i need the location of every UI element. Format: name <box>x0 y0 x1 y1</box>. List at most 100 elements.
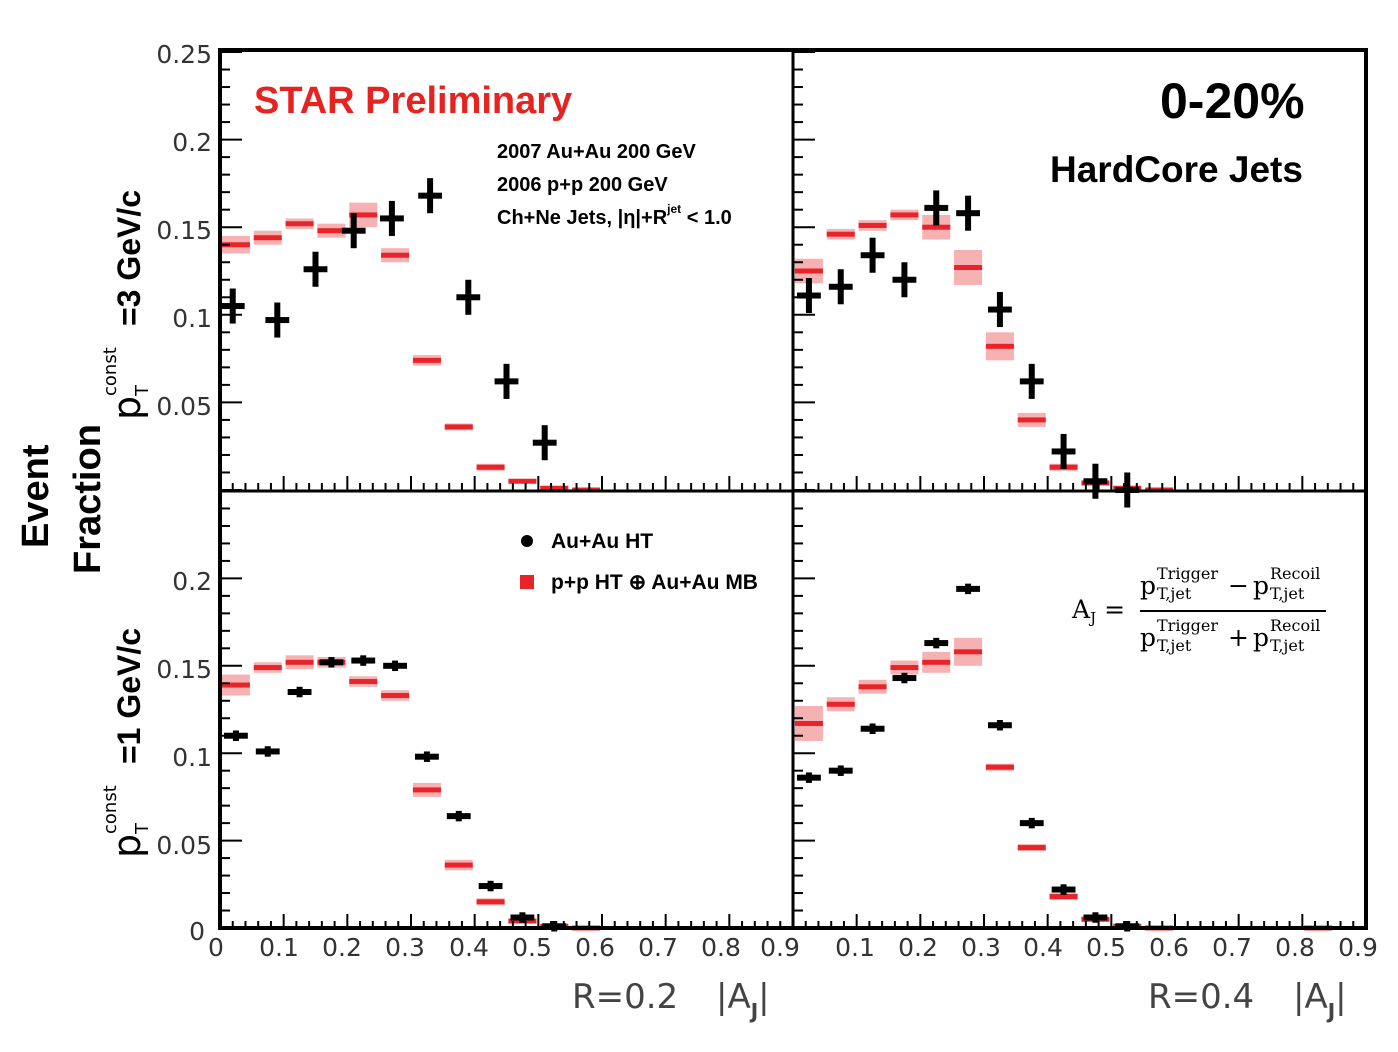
xtick-right-0.2: 0.2 <box>898 933 938 962</box>
star-preliminary-label: STAR Preliminary <box>254 80 572 122</box>
pp-point <box>381 693 410 699</box>
auau-errorbar <box>229 288 236 324</box>
y-label-top-p: p <box>105 396 149 420</box>
pp-point <box>1017 845 1046 851</box>
pp-point <box>412 357 441 363</box>
pp-point <box>412 787 441 793</box>
pp-point <box>444 424 473 430</box>
auau-errorbar <box>312 251 319 287</box>
auau-errorbar <box>869 237 876 273</box>
panel-top-right <box>794 190 1174 508</box>
x-label-right-aj: |AJ| <box>1293 977 1347 1023</box>
pp-point <box>826 701 855 707</box>
y-label-bottom-p: p <box>105 834 149 858</box>
auau-errorbar <box>503 363 510 399</box>
y-tick-labels-bottom: 0.2 0.15 0.1 0.05 0 <box>156 567 212 946</box>
xtick-right-0.1: 0.1 <box>835 933 875 962</box>
centrality-label: 0-20% <box>1160 73 1305 129</box>
auau-errorbar <box>965 195 972 231</box>
xtick-right-0.4: 0.4 <box>1023 933 1063 962</box>
ytick-bottom-0.15: 0.15 <box>156 655 212 684</box>
auau-errorbar <box>541 425 548 461</box>
axis-ticks <box>219 51 1367 929</box>
auau-errorbar <box>901 262 908 298</box>
y-label-bottom-pt: p const T =1 GeV/c <box>100 628 153 858</box>
xtick-left-0.5: 0.5 <box>512 933 552 962</box>
pp-point <box>476 899 505 905</box>
y-label-fraction: Fraction <box>67 424 109 574</box>
xtick-left-0.3: 0.3 <box>385 933 425 962</box>
xtick-right-0.7: 0.7 <box>1212 933 1252 962</box>
auau-errorbar <box>350 213 357 249</box>
xtick-left-0.8: 0.8 <box>701 933 741 962</box>
y-label-top-sub: T <box>132 384 153 397</box>
formula-den-recoil-p: p <box>1253 623 1269 652</box>
xtick-right-0.6: 0.6 <box>1149 933 1189 962</box>
auau-errorbar <box>996 719 1003 731</box>
auau-errorbar <box>805 772 812 783</box>
dataset-line-3-b: < 1.0 <box>681 207 732 229</box>
legend-auau-label: Au+Au HT <box>551 530 653 553</box>
panel-bottom-right <box>794 583 1333 932</box>
pp-point <box>794 268 823 274</box>
xtick-left-0.2: 0.2 <box>322 933 362 962</box>
formula-num-recoil-sub: T,jet <box>1270 584 1305 603</box>
auau-errorbar <box>360 655 367 666</box>
auau-errorbar <box>805 278 812 314</box>
dataset-line-3-a: Ch+Ne Jets, |η|+R <box>497 207 668 229</box>
xtick-left-0.1: 0.1 <box>259 933 299 962</box>
xtick-right-0.8: 0.8 <box>1275 933 1315 962</box>
pp-point <box>253 665 282 671</box>
x-label-right-r: R=0.4 <box>1148 977 1254 1017</box>
dataset-line-1: 2007 Au+Au 200 GeV <box>497 141 696 163</box>
auau-errorbar <box>1028 817 1035 829</box>
formula-num-recoil-p: p <box>1253 571 1269 600</box>
x-label-left-aj: |AJ| <box>716 977 770 1023</box>
pp-point <box>540 485 569 491</box>
auau-errorbar <box>837 269 844 305</box>
auau-errorbar <box>1092 463 1099 499</box>
ytick-bottom-0: 0 <box>189 917 205 946</box>
xtick-left-0.6: 0.6 <box>575 933 615 962</box>
auau-errorbar <box>933 190 940 226</box>
auau-errorbar <box>423 751 430 762</box>
pp-point <box>221 242 250 248</box>
auau-errorbar <box>869 723 876 734</box>
pp-point <box>922 659 951 665</box>
pp-point <box>954 649 983 655</box>
formula-minus: − <box>1228 571 1249 600</box>
auau-errorbar <box>837 765 844 776</box>
auau-errorbar <box>274 302 281 338</box>
ytick-top-0.15: 0.15 <box>156 216 212 245</box>
pp-point <box>1049 894 1078 900</box>
ytick-top-0.05: 0.05 <box>156 392 212 421</box>
pp-point <box>221 682 250 688</box>
formula-den-trigger-sub: T,jet <box>1157 636 1192 655</box>
auau-errorbar <box>388 200 395 236</box>
auau-errorbar <box>519 912 526 923</box>
xtick-left-0.9: 0.9 <box>760 933 800 962</box>
y-label-bottom-sub: T <box>132 822 153 835</box>
auau-errorbar <box>455 810 462 822</box>
xtick-left-0.4: 0.4 <box>449 933 489 962</box>
auau-errorbar <box>1092 912 1099 923</box>
y-label-bottom-sup: const <box>100 785 121 834</box>
formula-den-recoil-sub: T,jet <box>1270 636 1305 655</box>
formula-den-trigger-sup: Trigger <box>1157 616 1218 635</box>
pp-point <box>253 235 282 241</box>
y-tick-labels-top: 0.25 0.2 0.15 0.1 0.05 <box>156 40 212 421</box>
pp-point <box>444 862 473 868</box>
auau-errorbar <box>933 637 940 649</box>
pp-point <box>349 212 378 218</box>
auau-errorbar <box>1060 433 1067 469</box>
pp-point <box>317 228 346 234</box>
pp-point <box>1017 417 1046 423</box>
legend: Au+Au HT p+p HT ⊕ Au+Au MB <box>520 530 758 594</box>
x-label-left: R=0.2 |AJ| <box>572 977 770 1023</box>
ytick-top-0.2: 0.2 <box>172 128 212 157</box>
formula-plus: + <box>1228 623 1249 652</box>
aj-formula: AJ = p Trigger T,jet − p Recoil T,jet p T… <box>1071 564 1326 655</box>
ytick-bottom-0.05: 0.05 <box>156 831 212 860</box>
xtick-right-0.5: 0.5 <box>1086 933 1126 962</box>
